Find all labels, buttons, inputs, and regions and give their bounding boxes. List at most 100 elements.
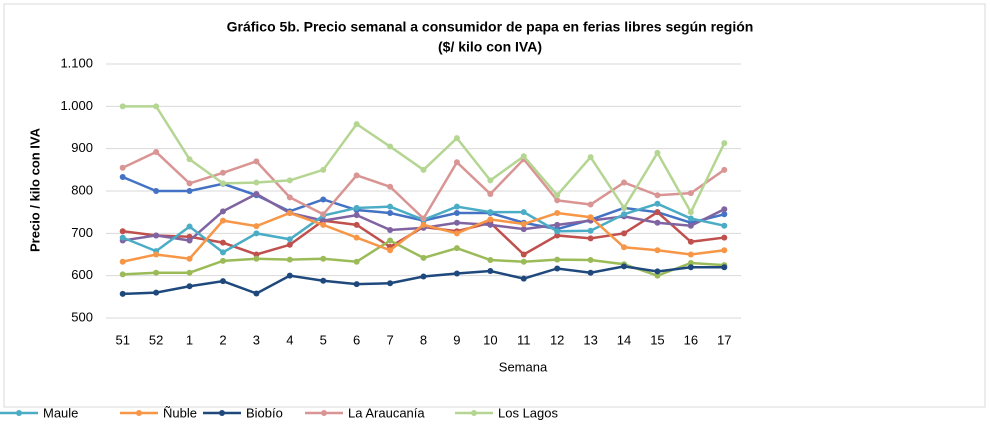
data-point bbox=[186, 223, 193, 230]
legend-marker bbox=[16, 410, 22, 416]
data-point bbox=[554, 265, 561, 272]
x-tick-label: 15 bbox=[650, 332, 664, 347]
data-point bbox=[186, 180, 193, 187]
x-tick-label: 8 bbox=[420, 332, 427, 347]
data-point bbox=[721, 166, 728, 173]
data-point bbox=[721, 247, 728, 254]
data-point bbox=[520, 226, 527, 233]
data-point bbox=[119, 258, 126, 265]
y-tick-label: 800 bbox=[71, 182, 93, 197]
data-point bbox=[621, 204, 628, 211]
data-point bbox=[587, 269, 594, 276]
legend-marker bbox=[471, 410, 477, 416]
y-tick-label: 600 bbox=[71, 267, 93, 282]
legend-label: La Araucanía bbox=[348, 405, 425, 420]
data-point bbox=[153, 149, 160, 156]
data-point bbox=[687, 209, 694, 216]
data-point bbox=[253, 179, 260, 186]
data-point bbox=[621, 263, 628, 270]
x-tick-label: 3 bbox=[253, 332, 260, 347]
data-point bbox=[253, 158, 260, 165]
x-tick-label: 10 bbox=[483, 332, 497, 347]
data-point bbox=[253, 190, 260, 197]
data-point bbox=[520, 209, 527, 216]
data-point bbox=[153, 269, 160, 276]
data-point bbox=[387, 210, 394, 217]
data-point bbox=[186, 188, 193, 194]
data-point bbox=[320, 255, 327, 262]
chart-title: Gráfico 5b. Precio semanal a consumidor … bbox=[227, 19, 754, 35]
legend-marker bbox=[219, 410, 225, 416]
x-tick-label: 11 bbox=[517, 332, 531, 347]
data-point bbox=[219, 257, 226, 264]
y-axis-label: Precio / kilo con IVA bbox=[27, 127, 42, 252]
x-axis-label: Semana bbox=[499, 359, 548, 374]
data-point bbox=[320, 277, 327, 284]
data-point bbox=[286, 241, 293, 248]
data-point bbox=[286, 272, 293, 279]
data-point bbox=[219, 278, 226, 285]
data-point bbox=[721, 222, 728, 229]
data-point bbox=[320, 166, 327, 173]
data-point bbox=[721, 264, 728, 271]
data-point bbox=[621, 179, 628, 186]
data-point bbox=[487, 177, 494, 184]
data-point bbox=[186, 156, 193, 163]
x-tick-label: 16 bbox=[684, 332, 698, 347]
data-point bbox=[487, 221, 494, 228]
data-point bbox=[453, 159, 460, 166]
data-point bbox=[153, 251, 160, 258]
data-point bbox=[487, 216, 494, 223]
data-point bbox=[654, 209, 661, 216]
legend-marker bbox=[321, 410, 327, 416]
data-point bbox=[286, 256, 293, 263]
x-tick-label: 17 bbox=[717, 332, 731, 347]
x-tick-label: 1 bbox=[186, 332, 193, 347]
data-point bbox=[487, 257, 494, 264]
data-point bbox=[453, 230, 460, 237]
data-point bbox=[621, 244, 628, 251]
data-point bbox=[119, 228, 126, 235]
data-point bbox=[487, 268, 494, 275]
data-point bbox=[721, 206, 728, 213]
data-point bbox=[687, 215, 694, 222]
x-tick-label: 51 bbox=[115, 332, 129, 347]
data-point bbox=[420, 254, 427, 261]
chart-frame bbox=[3, 3, 986, 408]
x-tick-label: 4 bbox=[286, 332, 293, 347]
data-point bbox=[687, 264, 694, 271]
data-point bbox=[387, 226, 394, 233]
data-point bbox=[153, 103, 160, 110]
data-point bbox=[654, 192, 661, 199]
x-tick-label: 5 bbox=[320, 332, 327, 347]
data-point bbox=[554, 228, 561, 235]
data-point bbox=[587, 201, 594, 208]
data-point bbox=[587, 154, 594, 161]
data-point bbox=[286, 236, 293, 243]
data-point bbox=[654, 268, 661, 275]
data-point bbox=[320, 196, 327, 203]
data-point bbox=[554, 197, 561, 204]
data-point bbox=[219, 249, 226, 256]
data-point bbox=[253, 230, 260, 237]
data-point bbox=[587, 227, 594, 234]
data-point bbox=[153, 188, 160, 194]
data-point bbox=[186, 269, 193, 276]
data-point bbox=[186, 283, 193, 290]
data-point bbox=[119, 234, 126, 241]
data-point bbox=[520, 258, 527, 265]
data-point bbox=[453, 245, 460, 252]
data-point bbox=[654, 149, 661, 156]
data-point bbox=[687, 251, 694, 258]
data-point bbox=[554, 210, 561, 217]
data-point bbox=[119, 290, 126, 297]
data-point bbox=[119, 164, 126, 171]
data-point bbox=[387, 183, 394, 190]
x-tick-label: 9 bbox=[453, 332, 460, 347]
data-point bbox=[520, 153, 527, 160]
data-point bbox=[554, 192, 561, 199]
data-point bbox=[587, 235, 594, 242]
data-point bbox=[420, 215, 427, 222]
data-point bbox=[587, 214, 594, 221]
